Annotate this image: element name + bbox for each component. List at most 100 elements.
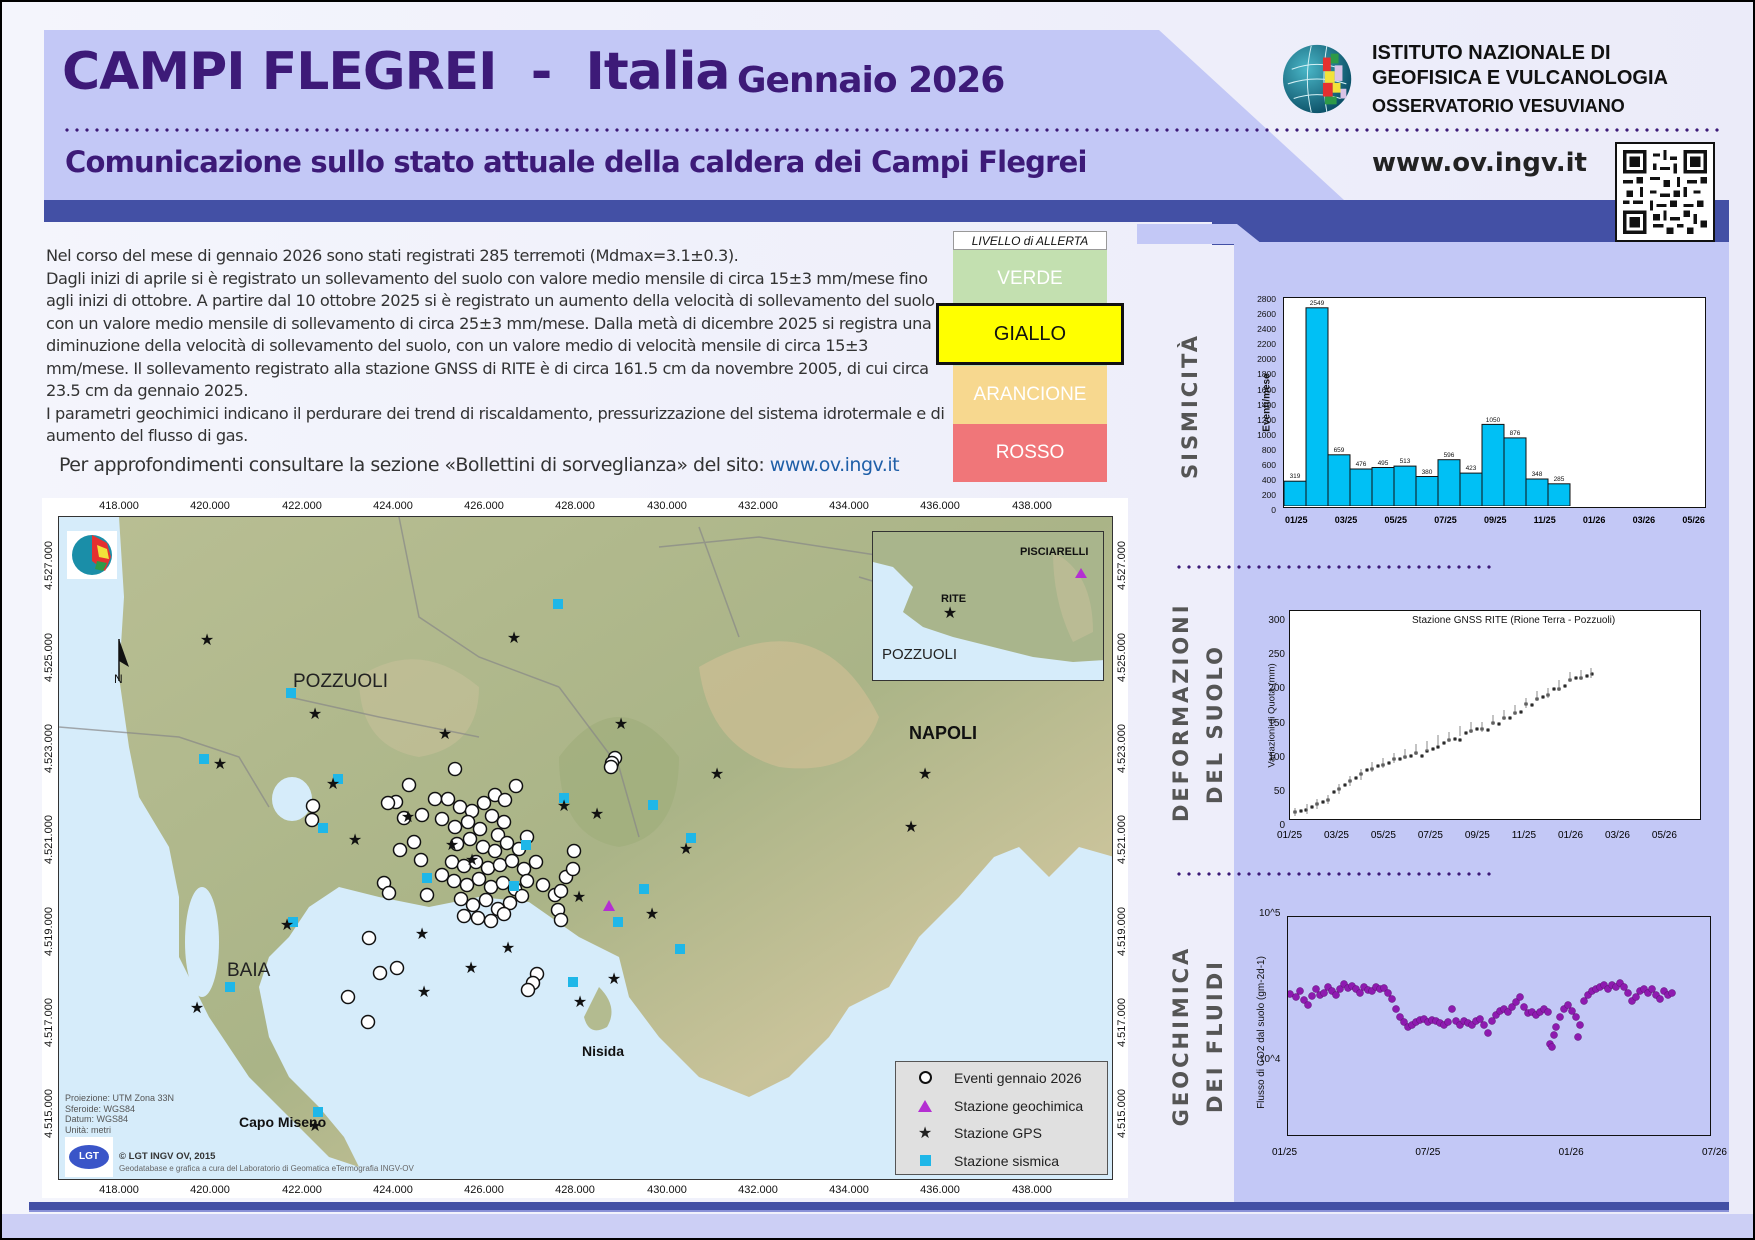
ingv-small-logo-icon [67, 531, 117, 579]
gnss-chart-title: Stazione GNSS RITE (Rione Terra - Pozzuo… [1412, 615, 1616, 626]
x-tick: 01/26 [1582, 515, 1606, 525]
map-x-tick: 424.000 [373, 500, 413, 512]
svg-text:★: ★ [679, 839, 693, 858]
website-link[interactable]: www.ov.ingv.it [1372, 148, 1587, 178]
map-y-tick: 4.527.000 [43, 541, 55, 590]
x-tick: 03/26 [1632, 515, 1656, 525]
svg-text:1050: 1050 [1486, 417, 1501, 424]
map-x-tick: 418.000 [99, 500, 139, 512]
svg-text:2549: 2549 [1310, 300, 1325, 307]
more-info-line: Per approfondimenti consultare la sezion… [59, 454, 900, 476]
legend-item-seismic: Stazione sismica [896, 1147, 1107, 1174]
map-y-tick: 4.523.000 [43, 724, 55, 773]
map-x-tick: 434.000 [829, 500, 869, 512]
triangle-icon [918, 1099, 932, 1112]
map-inset-pisciarelli: ★ PISCIARELLI RITE POZZUOLI [872, 531, 1104, 681]
svg-text:★: ★ [918, 764, 932, 783]
page-subtitle: Comunicazione sullo stato attuale della … [65, 145, 1087, 179]
y-tick: 1800 [1257, 369, 1276, 380]
alert-level-verde: VERDE [953, 250, 1107, 308]
svg-text:348: 348 [1532, 471, 1543, 478]
seismicity-bar-chart: 319 2549 659 476 495 513 380 596 423 1050 876 348… [1283, 297, 1706, 508]
y-tick: 250 [1268, 649, 1285, 661]
svg-text:★: ★ [590, 804, 604, 823]
seismicity-paragraph: Nel corso del mese di gennaio 2026 sono … [46, 246, 739, 265]
x-tick: 11/25 [1511, 830, 1537, 841]
y-tick: 50 [1273, 786, 1285, 798]
header-band [44, 30, 1344, 200]
svg-text:876: 876 [1510, 430, 1521, 437]
y-tick: 2400 [1257, 324, 1276, 335]
map-x-tick: 430.000 [647, 500, 687, 512]
legend-label: Stazione geochimica [954, 1097, 1084, 1114]
y-tick: 300 [1268, 615, 1285, 626]
y-tick: 1200 [1257, 414, 1276, 425]
deformation-paragraph: Dagli inizi di aprile si è registrato un… [46, 268, 940, 401]
y-tick: 0 [1271, 505, 1276, 516]
svg-text:★: ★ [573, 992, 587, 1011]
svg-text:★: ★ [401, 807, 415, 826]
inset-terrain: ★ [873, 532, 1103, 680]
map-terrain [59, 517, 1112, 1167]
svg-text:★: ★ [572, 887, 586, 906]
x-tick: 05/26 [1682, 515, 1705, 525]
svg-text:★: ★ [710, 764, 724, 783]
inset-label-pisciarelli: PISCIARELLI [1020, 546, 1089, 558]
legend-item-events: Eventi gennaio 2026 [896, 1064, 1107, 1091]
svg-text:659: 659 [1334, 447, 1345, 454]
svg-text:423: 423 [1466, 465, 1477, 472]
map-x-tick: 436.000 [920, 500, 960, 512]
co2-x-ticks: 01/25 07/25 01/26 07/26 [1272, 1147, 1727, 1158]
section-label-geochemistry: GEOCHIMICA DEI FLUIDI [1169, 945, 1227, 1127]
more-info-link[interactable]: www.ov.ingv.it [769, 454, 900, 476]
y-tick: 1400 [1257, 399, 1276, 410]
map-y-tick: 4.517.000 [43, 998, 55, 1047]
alert-level-arancione: ARANCIONE [953, 366, 1107, 424]
y-tick: 150 [1268, 717, 1285, 729]
map-x-tick: 428.000 [555, 500, 595, 512]
y-tick: 800 [1261, 444, 1276, 455]
x-tick: 01/25 [1285, 515, 1308, 525]
dotted-separator [1174, 565, 1494, 569]
map-y-tick: 4.525.000 [43, 633, 55, 682]
lgt-logo-text: LGT [69, 1145, 109, 1169]
map-x-tick-bottom: 432.000 [738, 1184, 778, 1196]
legend-label: Stazione sismica [954, 1152, 1060, 1169]
x-tick: 05/26 [1651, 830, 1677, 841]
svg-text:★: ★ [200, 630, 214, 649]
qr-code-icon[interactable] [1615, 142, 1715, 242]
datum-line: Datum: WGS84 [65, 1114, 129, 1124]
svg-text:596: 596 [1444, 452, 1455, 459]
map-y-tick-right: 4.521.000 [1116, 815, 1128, 864]
map-legend: Eventi gennaio 2026 Stazione geochimica … [895, 1061, 1108, 1175]
more-info-text: Per approfondimenti consultare la sezion… [59, 454, 770, 476]
x-tick: 05/25 [1370, 830, 1396, 841]
svg-text:★: ★ [645, 904, 659, 923]
spheroid-line: Sferoide: WGS84 [65, 1103, 136, 1114]
co2-flux-points [1286, 979, 1676, 1051]
legend-label: Eventi gennaio 2026 [954, 1069, 1082, 1086]
map-x-tick: 438.000 [1012, 500, 1052, 512]
y-tick: 200 [1268, 683, 1285, 695]
map-x-tick: 420.000 [190, 500, 230, 512]
map-y-tick-right: 4.527.000 [1116, 541, 1128, 590]
y-tick: 1600 [1257, 384, 1276, 395]
alert-level-panel: LIVELLO di ALLERTA VERDE ARANCIONE ROSSO… [936, 231, 1124, 482]
x-tick: 03/25 [1323, 830, 1349, 841]
svg-text:★: ★ [308, 1116, 322, 1135]
gnss-points [1293, 668, 1594, 816]
svg-text:★: ★ [557, 796, 571, 815]
ingv-logo-icon [1282, 44, 1352, 114]
x-tick: 01/25 [1272, 1147, 1298, 1158]
seismicity-y-label: Eventi/mese [1261, 373, 1273, 432]
x-tick: 01/26 [1558, 1147, 1584, 1158]
svg-text:★: ★ [445, 835, 459, 854]
projection-line: Proiezione: UTM Zona 33N [65, 1093, 175, 1103]
institute-name-line2: GEOFISICA E VULCANOLOGIA [1372, 67, 1668, 89]
svg-text:380: 380 [1422, 469, 1433, 476]
y-tick: 2000 [1257, 354, 1276, 365]
legend-item-geochemical: Stazione geochimica [896, 1092, 1107, 1119]
svg-text:★: ★ [464, 958, 478, 977]
map-y-tick-right: 4.517.000 [1116, 998, 1128, 1047]
